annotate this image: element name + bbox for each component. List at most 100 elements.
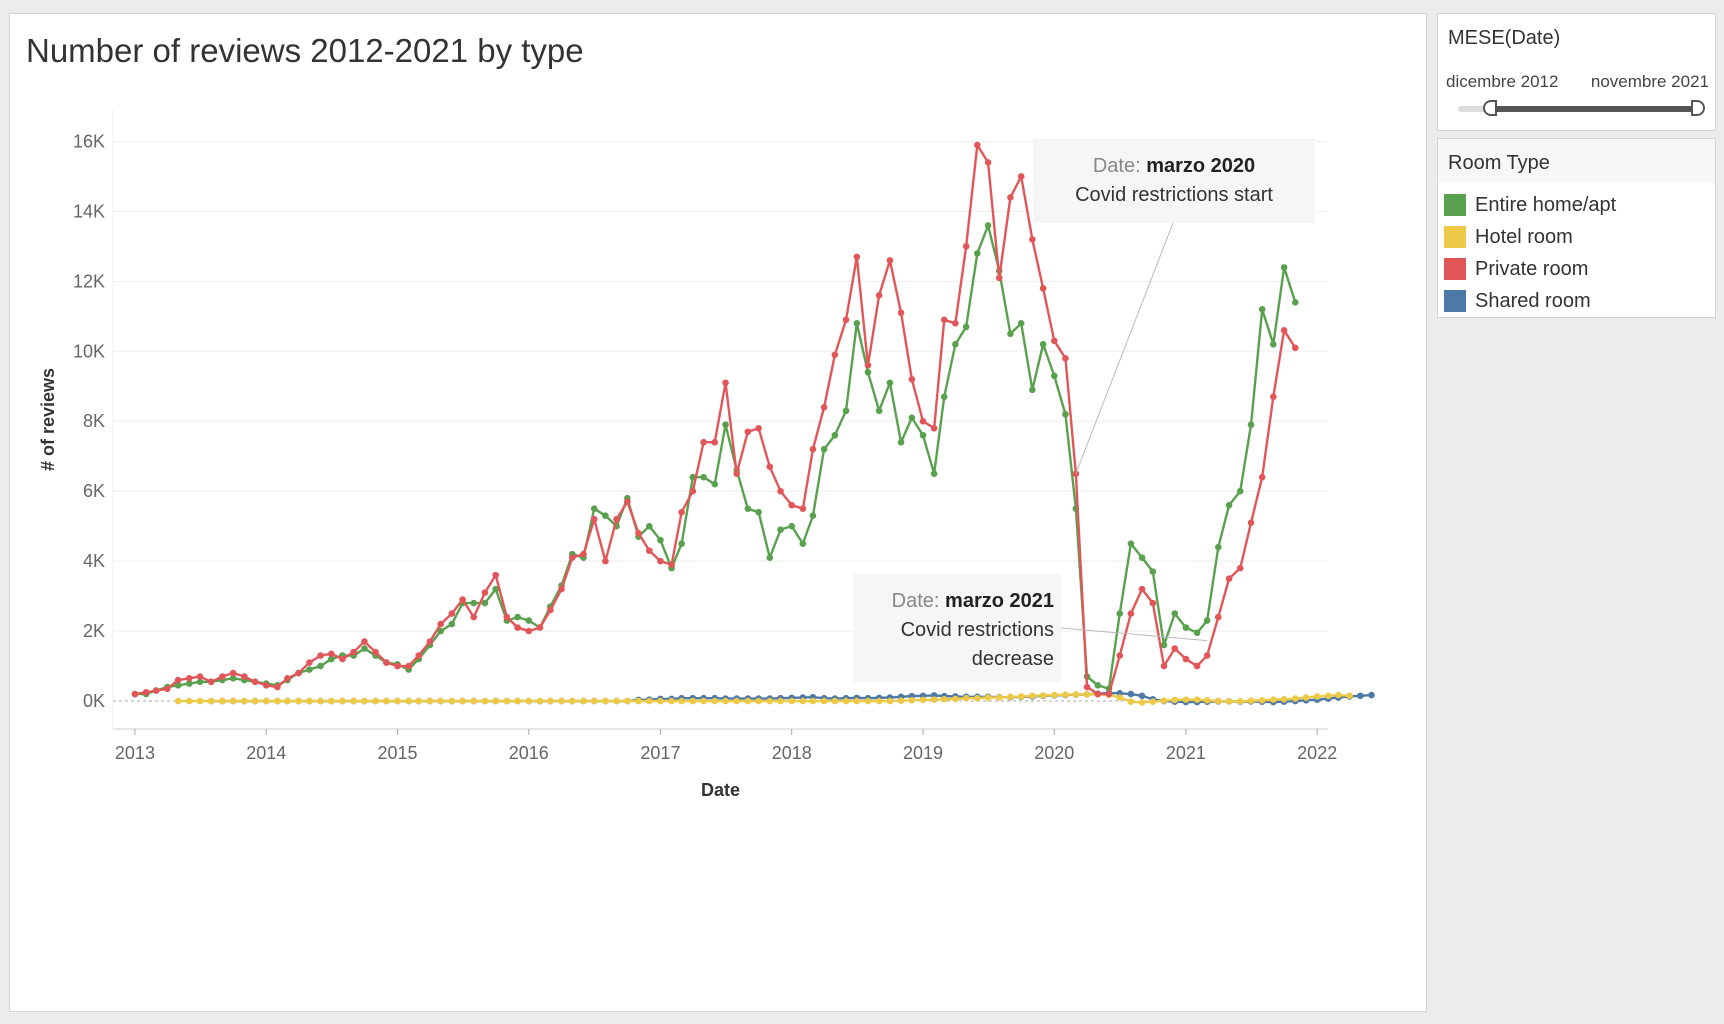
data-point[interactable] xyxy=(174,697,182,705)
data-point[interactable] xyxy=(853,697,861,705)
data-point[interactable] xyxy=(668,697,675,705)
data-point[interactable] xyxy=(328,650,335,658)
data-point[interactable] xyxy=(1007,693,1014,701)
data-point[interactable] xyxy=(930,696,938,703)
data-point[interactable] xyxy=(1127,690,1135,698)
data-point[interactable] xyxy=(908,375,916,383)
legend-item-shared-room[interactable]: Shared room xyxy=(1444,287,1704,317)
data-point[interactable] xyxy=(152,687,160,694)
data-point[interactable] xyxy=(262,681,270,689)
slider-handle-start[interactable] xyxy=(1483,100,1497,116)
data-point[interactable] xyxy=(481,589,489,596)
data-point[interactable] xyxy=(1291,344,1299,352)
data-point[interactable] xyxy=(415,697,423,705)
data-point[interactable] xyxy=(174,681,182,689)
data-point[interactable] xyxy=(809,512,817,519)
data-point[interactable] xyxy=(635,697,642,705)
data-point[interactable] xyxy=(624,498,631,505)
data-point[interactable] xyxy=(1291,299,1299,306)
data-point[interactable] xyxy=(1050,337,1058,345)
slider-handle-end[interactable] xyxy=(1691,100,1705,116)
data-point[interactable] xyxy=(1072,470,1080,478)
data-point[interactable] xyxy=(1225,698,1233,705)
data-point[interactable] xyxy=(974,141,981,149)
data-point[interactable] xyxy=(448,620,456,628)
data-point[interactable] xyxy=(930,470,938,478)
data-point[interactable] xyxy=(525,617,533,624)
data-point[interactable] xyxy=(886,257,894,264)
data-point[interactable] xyxy=(131,690,139,698)
data-point[interactable] xyxy=(755,424,762,432)
data-point[interactable] xyxy=(613,515,620,523)
data-point[interactable] xyxy=(995,694,1003,701)
data-point[interactable] xyxy=(766,463,774,471)
data-point[interactable] xyxy=(820,697,828,705)
data-point[interactable] xyxy=(1017,693,1025,700)
data-point[interactable] xyxy=(602,512,609,519)
data-point[interactable] xyxy=(711,480,719,488)
data-point[interactable] xyxy=(1270,696,1277,703)
data-point[interactable] xyxy=(196,673,204,680)
data-point[interactable] xyxy=(1182,655,1190,663)
data-point[interactable] xyxy=(1149,568,1157,575)
data-point[interactable] xyxy=(547,606,554,614)
data-point[interactable] xyxy=(1083,683,1091,691)
data-point[interactable] xyxy=(1325,692,1332,700)
data-point[interactable] xyxy=(831,697,839,705)
data-point[interactable] xyxy=(514,697,521,705)
data-point[interactable] xyxy=(1017,320,1025,327)
data-point[interactable] xyxy=(1291,695,1299,702)
data-point[interactable] xyxy=(262,697,270,705)
data-point[interactable] xyxy=(831,431,839,439)
data-point[interactable] xyxy=(995,274,1003,282)
data-point[interactable] xyxy=(251,697,259,705)
data-point[interactable] xyxy=(722,379,729,387)
data-point[interactable] xyxy=(940,316,948,324)
data-point[interactable] xyxy=(1149,698,1157,706)
data-point[interactable] xyxy=(274,697,281,705)
data-point[interactable] xyxy=(1171,610,1179,617)
data-point[interactable] xyxy=(525,627,533,635)
data-point[interactable] xyxy=(1039,692,1047,699)
data-point[interactable] xyxy=(1094,690,1102,698)
data-point[interactable] xyxy=(1062,354,1069,362)
data-point[interactable] xyxy=(1247,421,1255,429)
legend-item-hotel-room[interactable]: Hotel room xyxy=(1444,223,1704,253)
data-point[interactable] xyxy=(383,659,390,666)
data-point[interactable] xyxy=(1138,692,1146,700)
data-point[interactable] xyxy=(722,697,729,705)
data-point[interactable] xyxy=(470,613,478,621)
data-point[interactable] xyxy=(1280,264,1288,271)
data-point[interactable] xyxy=(962,243,970,250)
data-point[interactable] xyxy=(809,697,817,705)
data-point[interactable] xyxy=(1160,697,1168,704)
data-point[interactable] xyxy=(711,438,719,446)
data-point[interactable] xyxy=(569,554,576,561)
data-point[interactable] xyxy=(317,652,324,659)
data-point[interactable] xyxy=(284,674,291,682)
data-point[interactable] xyxy=(558,585,565,593)
data-point[interactable] xyxy=(492,697,499,705)
data-point[interactable] xyxy=(700,473,707,481)
data-point[interactable] xyxy=(251,678,259,686)
data-point[interactable] xyxy=(1368,691,1375,699)
data-point[interactable] xyxy=(940,393,948,401)
data-point[interactable] xyxy=(274,683,281,691)
data-point[interactable] xyxy=(1160,641,1168,649)
data-point[interactable] xyxy=(1029,236,1036,243)
data-point[interactable] xyxy=(306,659,313,666)
data-point[interactable] xyxy=(930,424,938,432)
data-point[interactable] xyxy=(580,697,587,705)
data-point[interactable] xyxy=(1357,692,1364,700)
data-point[interactable] xyxy=(974,694,981,702)
data-point[interactable] xyxy=(897,438,905,446)
data-point[interactable] xyxy=(219,673,226,680)
data-point[interactable] xyxy=(645,522,653,530)
data-point[interactable] xyxy=(875,697,883,705)
data-point[interactable] xyxy=(1236,487,1244,495)
data-point[interactable] xyxy=(766,554,774,561)
data-point[interactable] xyxy=(733,697,740,705)
data-point[interactable] xyxy=(875,292,883,299)
data-point[interactable] xyxy=(1138,585,1146,593)
data-point[interactable] xyxy=(590,697,598,705)
